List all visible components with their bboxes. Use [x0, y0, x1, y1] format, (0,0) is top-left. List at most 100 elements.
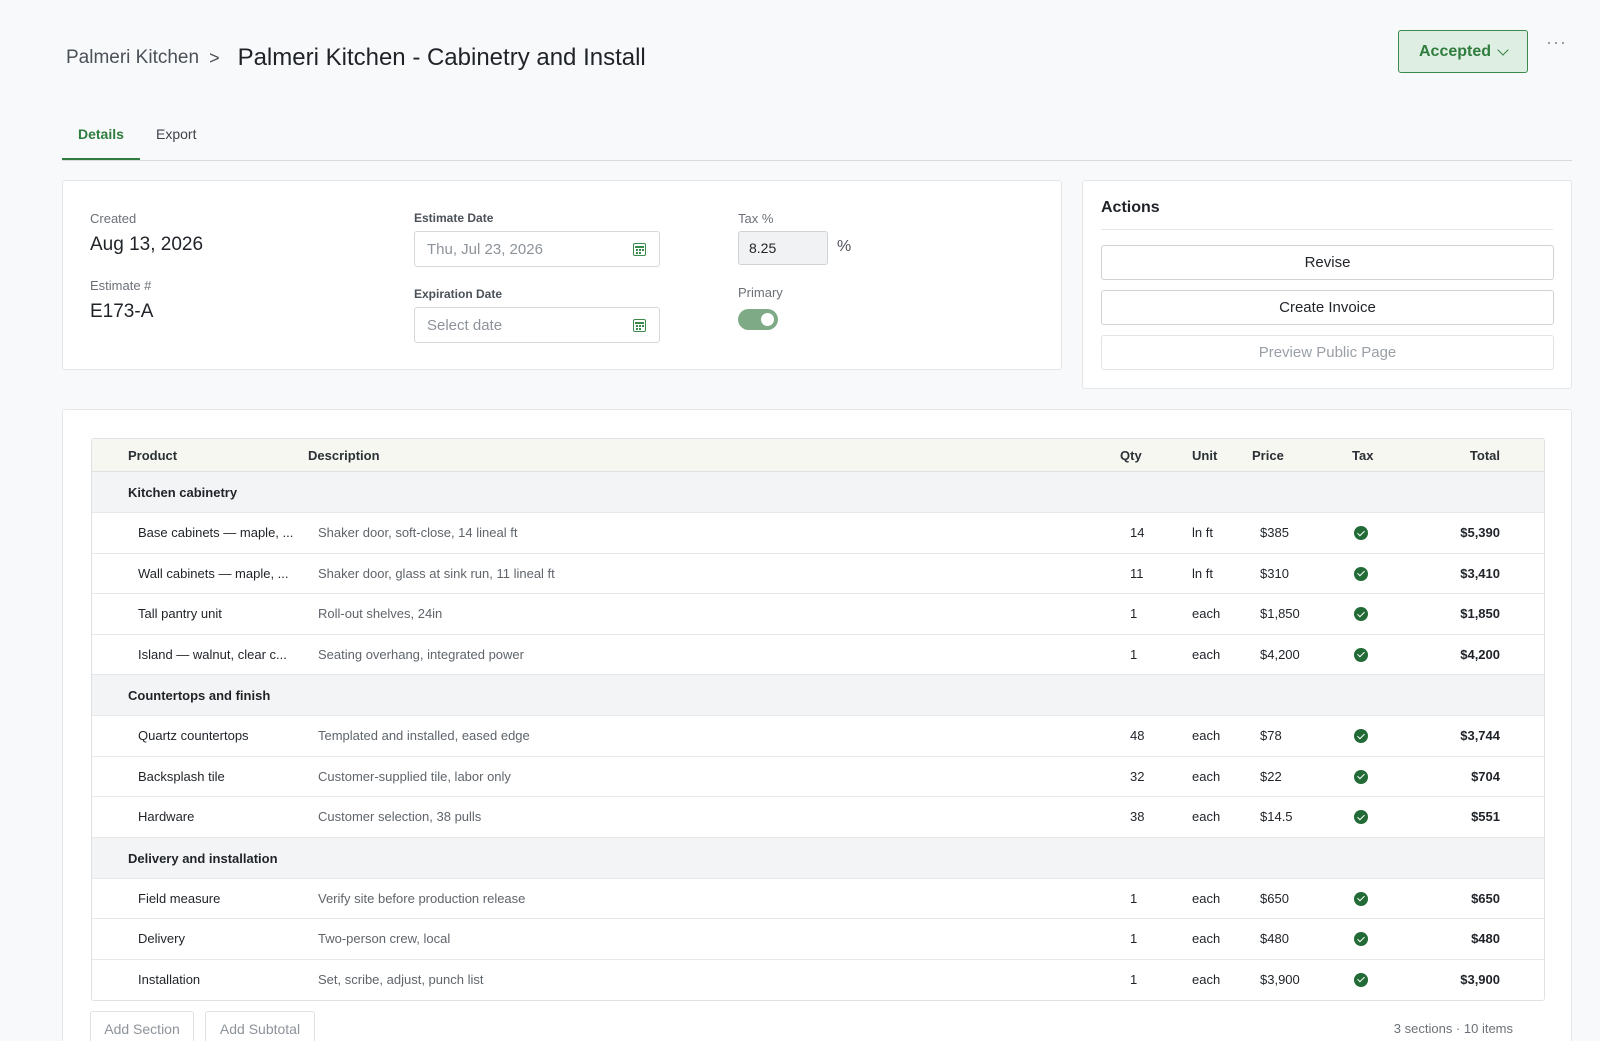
section-row[interactable]: Countertops and finish: [92, 675, 1544, 716]
price-cell: $14.5: [1260, 809, 1293, 824]
qty-cell: 32: [1130, 768, 1145, 784]
product-cell: Tall pantry unit: [138, 606, 222, 621]
tax-input[interactable]: 8.25: [738, 231, 828, 265]
price-cell: $650: [1260, 890, 1289, 906]
created-value: Aug 13, 2026: [90, 234, 204, 255]
qty-cell: 1: [1130, 646, 1138, 662]
revise-button[interactable]: Revise: [1101, 245, 1554, 280]
table-row[interactable]: Installation Set, scribe, adjust, punch l…: [92, 959, 1544, 1000]
table-row[interactable]: Field measure Verify site before producti…: [92, 878, 1544, 919]
more-options-icon[interactable]: ···: [1546, 32, 1567, 52]
table-header: Product Description Qty Unit Price Tax T…: [92, 439, 1544, 472]
price-cell: $4,200: [1260, 646, 1300, 662]
column-header-unit: Unit: [1192, 448, 1218, 463]
line-items-table: Product Description Qty Unit Price Tax T…: [91, 438, 1545, 1001]
create-invoice-button[interactable]: Create Invoice: [1101, 290, 1554, 325]
qty-cell: 1: [1130, 931, 1138, 946]
active-tab-indicator: [62, 158, 140, 160]
items-summary: 3 sections · 10 items: [1393, 1021, 1513, 1036]
primary-toggle[interactable]: [738, 309, 778, 330]
table-body: Kitchen cabinetry Base cabinets — maple, …: [92, 472, 1544, 1000]
table-row[interactable]: Tall pantry unit Roll-out shelves, 24in 1 e…: [92, 594, 1544, 635]
status-label: Accepted: [1418, 42, 1492, 60]
price-cell: $385: [1260, 525, 1289, 540]
price-cell: $78: [1260, 728, 1282, 743]
column-header-product: Product: [128, 448, 178, 463]
page-header: Palmeri Kitchen > Palmeri Kitchen - Cabi…: [66, 30, 1566, 80]
description-cell: Set, scribe, adjust, punch list: [318, 971, 484, 987]
product-cell: Island — walnut, clear c...: [138, 646, 287, 662]
description-cell: Customer-supplied tile, labor only: [318, 768, 511, 784]
description-cell: Two-person crew, local: [318, 931, 451, 946]
section-row[interactable]: Delivery and installation: [92, 837, 1544, 879]
table-row[interactable]: Base cabinets — maple, ... Shaker door, s…: [92, 513, 1544, 554]
table-row[interactable]: Island — walnut, clear c... Seating overh…: [92, 634, 1544, 675]
tax-check-icon: [1354, 729, 1368, 743]
tax-check-icon: [1354, 891, 1368, 906]
total-cell: $3,900: [1460, 971, 1500, 987]
tax-label: Tax %: [738, 211, 774, 226]
description-cell: Shaker door, soft-close, 14 lineal ft: [318, 525, 518, 540]
product-cell: Base cabinets — maple, ...: [138, 525, 294, 540]
divider: [1101, 229, 1553, 230]
primary-label: Primary: [738, 285, 783, 300]
column-header-total: Total: [1469, 448, 1500, 463]
add-section-button[interactable]: Add Section: [90, 1011, 194, 1041]
unit-cell: each: [1192, 890, 1221, 906]
estimate-date-input[interactable]: Thu, Jul 23, 2026: [414, 231, 660, 267]
tax-check-icon: [1354, 810, 1368, 824]
tax-check-icon: [1354, 526, 1368, 540]
unit-cell: ln ft: [1192, 525, 1213, 540]
description-cell: Shaker door, glass at sink run, 11 linea…: [318, 565, 555, 581]
tab-details[interactable]: Details: [78, 126, 124, 142]
expiration-date-placeholder: Select date: [427, 317, 503, 334]
preview-public-page-button[interactable]: Preview Public Page: [1101, 335, 1554, 370]
table-row[interactable]: Backsplash tile Customer-supplied tile, l…: [92, 756, 1544, 797]
estimate-details-card: Created Aug 13, 2026 Estimate # E173-A E…: [62, 180, 1062, 370]
chevron-down-icon: [1497, 43, 1509, 56]
tab-export[interactable]: Export: [156, 126, 197, 142]
estimate-number-value: E173-A: [90, 301, 154, 322]
qty-cell: 11: [1130, 565, 1144, 581]
line-items-card: Product Description Qty Unit Price Tax T…: [62, 409, 1572, 1041]
add-subtotal-button[interactable]: Add Subtotal: [205, 1011, 315, 1041]
price-cell: $480: [1260, 931, 1289, 946]
status-dropdown[interactable]: Accepted: [1398, 30, 1528, 73]
section-name: Kitchen cabinetry: [128, 485, 238, 500]
unit-cell: each: [1192, 931, 1221, 946]
created-label: Created: [90, 211, 137, 226]
column-header-qty: Qty: [1120, 448, 1142, 463]
estimate-date-label: Estimate Date: [414, 211, 494, 225]
total-cell: $480: [1471, 931, 1500, 946]
qty-cell: 48: [1130, 728, 1145, 743]
column-header-tax: Tax: [1352, 448, 1374, 463]
qty-cell: 1: [1130, 606, 1138, 621]
unit-cell: ln ft: [1192, 565, 1213, 581]
product-cell: Field measure: [138, 890, 221, 906]
total-cell: $5,390: [1460, 525, 1500, 540]
total-cell: $551: [1471, 809, 1500, 824]
calendar-icon[interactable]: [633, 243, 646, 256]
table-row[interactable]: Hardware Customer selection, 38 pulls 38 ea…: [92, 797, 1544, 838]
unit-cell: each: [1192, 768, 1221, 784]
unit-cell: each: [1192, 606, 1221, 621]
price-cell: $310: [1260, 565, 1289, 581]
qty-cell: 1: [1130, 890, 1138, 906]
total-cell: $3,744: [1460, 728, 1500, 743]
column-header-price: Price: [1252, 448, 1284, 463]
description-cell: Roll-out shelves, 24in: [318, 606, 443, 621]
tax-check-icon: [1354, 972, 1368, 987]
estimate-number-label: Estimate #: [90, 278, 152, 293]
table-row[interactable]: Delivery Two-person crew, local 1 each $480 $…: [92, 919, 1544, 960]
table-row[interactable]: Quartz countertops Templated and installe…: [92, 716, 1544, 757]
description-cell: Verify site before production release: [318, 890, 526, 906]
expiration-date-input[interactable]: Select date: [414, 307, 660, 343]
breadcrumb-separator: >: [209, 47, 220, 68]
description-cell: Seating overhang, integrated power: [318, 646, 524, 662]
section-row[interactable]: Kitchen cabinetry: [92, 472, 1544, 513]
tax-check-icon: [1354, 566, 1368, 581]
table-row[interactable]: Wall cabinets — maple, ... Shaker door, g…: [92, 553, 1544, 594]
calendar-icon[interactable]: [633, 319, 646, 332]
tax-check-icon: [1354, 607, 1368, 621]
breadcrumb-project-link[interactable]: Palmeri Kitchen: [66, 47, 200, 68]
